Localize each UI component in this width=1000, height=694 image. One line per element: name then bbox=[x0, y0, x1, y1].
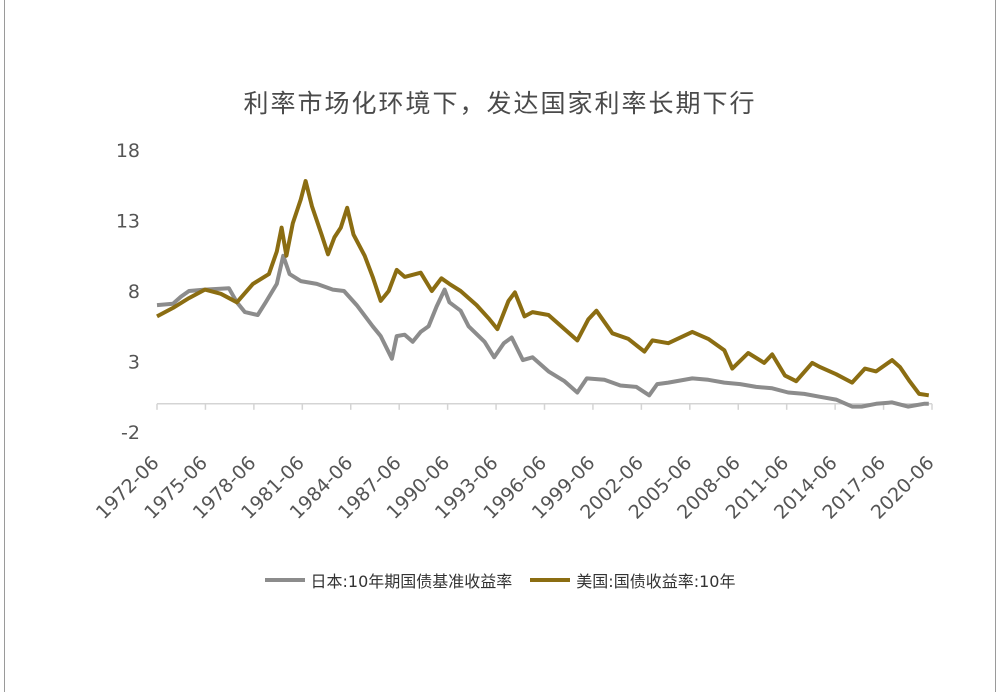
legend-label-us: 美国:国债收益率:10年 bbox=[576, 572, 736, 591]
y-tick-label: -2 bbox=[121, 422, 140, 444]
chart-title: 利率市场化环境下，发达国家利率长期下行 bbox=[243, 89, 757, 118]
screenshot-frame bbox=[4, 0, 996, 692]
y-tick-label: 18 bbox=[116, 140, 140, 162]
x-axis-ticks: 1972-061975-061978-061981-061984-061987-… bbox=[92, 452, 939, 524]
legend-swatch-japan bbox=[264, 578, 305, 582]
legend-item-japan: 日本:10年期国债基准收益率 bbox=[264, 568, 513, 592]
legend-item-us: 美国:国债收益率:10年 bbox=[530, 568, 735, 592]
y-tick-label: 3 bbox=[128, 352, 140, 374]
series-lines bbox=[156, 179, 930, 409]
y-tick-label: 13 bbox=[116, 211, 140, 233]
series-line-japan bbox=[156, 253, 929, 409]
legend-swatch-us bbox=[530, 578, 571, 582]
legend-label-japan: 日本:10年期国债基准收益率 bbox=[310, 572, 513, 591]
y-axis-ticks: 18 13 8 3 -2 bbox=[116, 140, 140, 444]
series-line-us bbox=[156, 179, 930, 398]
y-tick-label: 8 bbox=[128, 281, 140, 303]
x-axis bbox=[156, 403, 933, 410]
legend: 日本:10年期国债基准收益率 美国:国债收益率:10年 bbox=[0, 568, 1000, 592]
